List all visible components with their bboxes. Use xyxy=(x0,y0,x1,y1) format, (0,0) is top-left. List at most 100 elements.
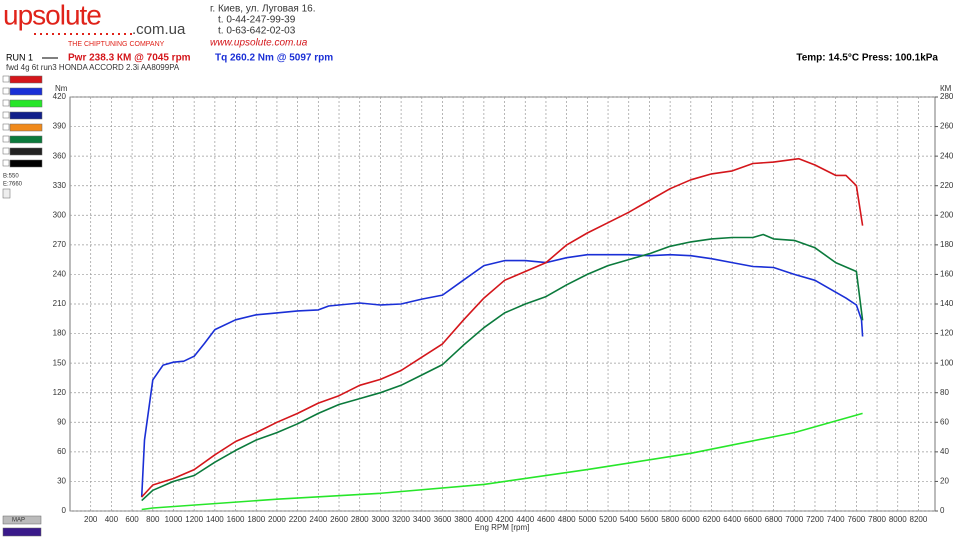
x-tick-label: 4000 xyxy=(475,515,493,524)
x-tick-label: 800 xyxy=(146,515,160,524)
power-summary: Pwr 238.3 КМ @ 7045 rpm xyxy=(68,53,191,64)
y2-tick-label: 240 xyxy=(940,151,954,160)
y2-tick-label: 220 xyxy=(940,181,954,190)
y-tick-label: 30 xyxy=(57,477,66,486)
legend-swatch xyxy=(9,75,43,84)
legend-swatch xyxy=(9,123,43,132)
y-tick-label: 270 xyxy=(53,240,67,249)
x-tick-label: 1600 xyxy=(227,515,245,524)
x-tick-label: 7000 xyxy=(785,515,803,524)
map-label: MAP xyxy=(12,518,25,524)
logo: upsolute xyxy=(3,0,101,30)
x-tick-label: 2400 xyxy=(309,515,327,524)
y-tick-label: 390 xyxy=(53,122,67,131)
x-tick-label: 6000 xyxy=(682,515,700,524)
y-axis-label: Nm xyxy=(55,84,68,93)
y2-tick-label: 200 xyxy=(940,210,954,219)
phone: t. 0-44-247-99-39 xyxy=(218,15,296,26)
legend-panel xyxy=(2,75,43,537)
checkbox[interactable] xyxy=(2,147,10,155)
x-axis-label: Eng RPM [rpm] xyxy=(475,523,530,532)
address: г. Киев, ул. Луговая 16. xyxy=(210,4,316,15)
x-tick-label: 3000 xyxy=(372,515,390,524)
y2-tick-label: 280 xyxy=(940,92,954,101)
y-tick-label: 330 xyxy=(53,181,67,190)
x-tick-label: 1800 xyxy=(247,515,265,524)
y2-tick-label: 140 xyxy=(940,299,954,308)
legend-swatch xyxy=(9,87,43,96)
x-tick-label: 6200 xyxy=(703,515,721,524)
x-tick-label: 8200 xyxy=(910,515,928,524)
y2-tick-label: 120 xyxy=(940,329,954,338)
x-tick-label: 8000 xyxy=(889,515,907,524)
x-tick-label: 3200 xyxy=(392,515,410,524)
logo-domain: .com.ua xyxy=(132,21,186,38)
checkbox[interactable] xyxy=(2,135,10,143)
x-tick-label: 1400 xyxy=(206,515,224,524)
y2-tick-label: 80 xyxy=(940,388,949,397)
x-tick-label: 200 xyxy=(84,515,98,524)
x-tick-label: 5400 xyxy=(620,515,638,524)
y2-tick-label: 60 xyxy=(940,417,949,426)
x-tick-label: 400 xyxy=(105,515,119,524)
checkbox[interactable] xyxy=(2,75,10,83)
legend-swatch xyxy=(9,111,43,120)
x-tick-label: 2800 xyxy=(351,515,369,524)
x-tick-label: 2200 xyxy=(289,515,307,524)
y2-tick-label: 40 xyxy=(940,447,949,456)
y-tick-label: 240 xyxy=(53,270,67,279)
x-tick-label: 5000 xyxy=(578,515,596,524)
x-tick-label: 4600 xyxy=(537,515,555,524)
y2-tick-label: 0 xyxy=(940,506,945,515)
y-tick-label: 120 xyxy=(53,388,67,397)
series-line xyxy=(141,412,863,511)
y2-tick-label: 160 xyxy=(940,270,954,279)
y2-axis-label: КМ xyxy=(940,84,952,93)
y2-tick-label: 100 xyxy=(940,358,954,367)
series-line xyxy=(141,157,864,498)
phone: t. 0-63-642-02-03 xyxy=(218,26,296,37)
x-tick-label: 5200 xyxy=(599,515,617,524)
tagline: THE CHIPTUNING COMPANY xyxy=(68,41,165,48)
x-tick-label: 7600 xyxy=(847,515,865,524)
y-tick-label: 210 xyxy=(53,299,67,308)
x-tick-label: 7200 xyxy=(806,515,824,524)
y-tick-label: 180 xyxy=(53,329,67,338)
x-tick-label: 4200 xyxy=(496,515,514,524)
checkbox[interactable] xyxy=(2,87,10,95)
x-tick-label: 3400 xyxy=(413,515,431,524)
x-tick-label: 6600 xyxy=(744,515,762,524)
y2-tick-label: 260 xyxy=(940,122,954,131)
end-label: E:7660 xyxy=(3,182,23,188)
x-tick-label: 4400 xyxy=(516,515,534,524)
series-line xyxy=(141,233,864,502)
checkbox[interactable] xyxy=(2,111,10,119)
y-tick-label: 60 xyxy=(57,447,66,456)
x-tick-label: 4800 xyxy=(558,515,576,524)
checkbox[interactable] xyxy=(2,99,10,107)
x-tick-label: 7400 xyxy=(827,515,845,524)
torque-summary: Tq 260.2 Nm @ 5097 rpm xyxy=(215,53,333,64)
x-tick-label: 7800 xyxy=(868,515,886,524)
color-button[interactable] xyxy=(2,527,42,537)
x-tick-label: 1200 xyxy=(185,515,203,524)
run-label: RUN 1 xyxy=(6,52,33,62)
legend-swatch xyxy=(9,147,43,156)
y2-tick-label: 20 xyxy=(940,477,949,486)
button[interactable] xyxy=(2,188,11,199)
series-line xyxy=(140,253,864,498)
y2-tick-label: 180 xyxy=(940,240,954,249)
x-tick-label: 600 xyxy=(125,515,139,524)
y-tick-label: 360 xyxy=(53,151,67,160)
y-tick-label: 90 xyxy=(57,417,66,426)
x-tick-label: 5600 xyxy=(641,515,659,524)
checkbox[interactable] xyxy=(2,159,10,167)
checkbox[interactable] xyxy=(2,123,10,131)
x-tick-label: 6800 xyxy=(765,515,783,524)
website: www.upsolute.com.ua xyxy=(210,38,308,49)
y-tick-label: 300 xyxy=(53,210,67,219)
map-button[interactable] xyxy=(2,515,42,525)
x-tick-label: 5800 xyxy=(661,515,679,524)
